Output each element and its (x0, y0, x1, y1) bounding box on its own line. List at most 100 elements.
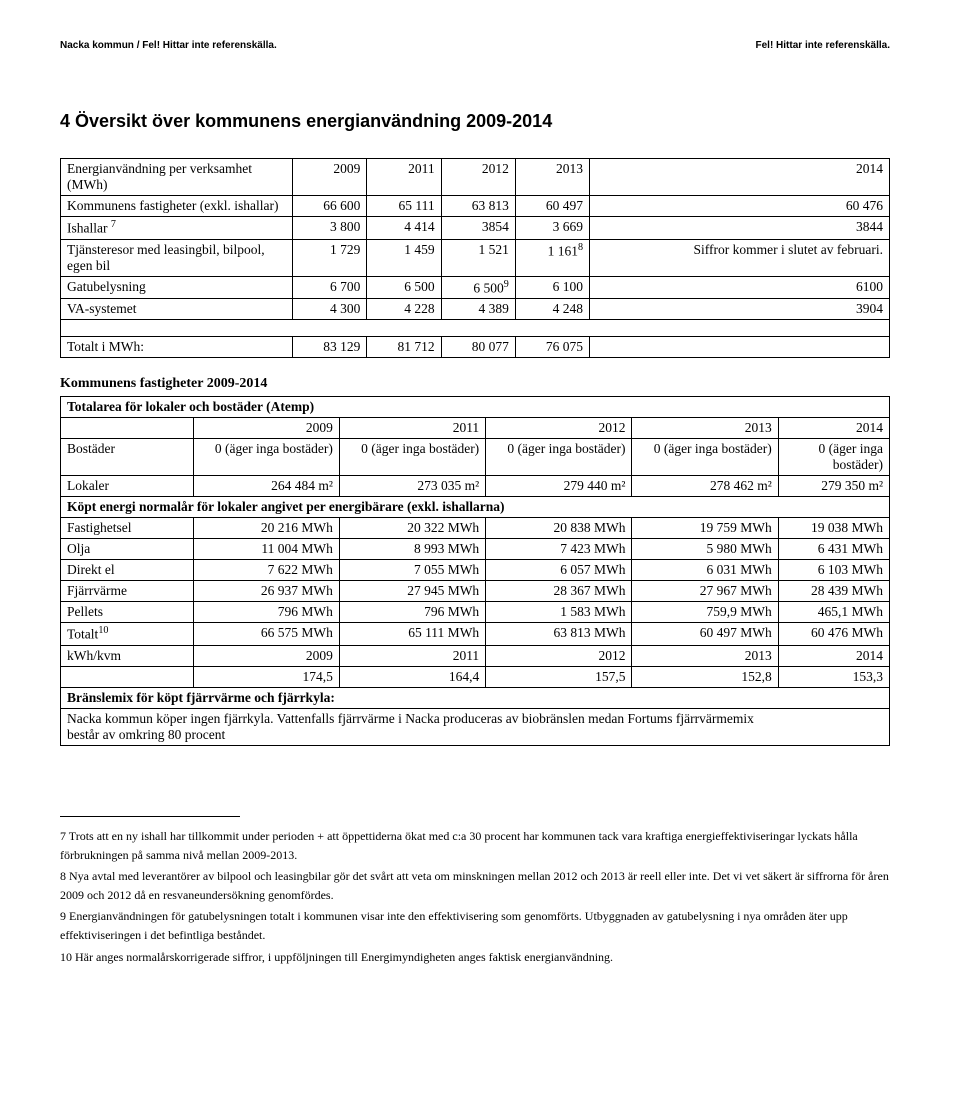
cell: 279 350 m² (778, 476, 889, 497)
block-title: Köpt energi normalår för lokaler angivet… (61, 497, 779, 518)
cell: 6 057 MWh (486, 560, 632, 581)
col-header: 2014 (590, 159, 890, 196)
cell: 28 367 MWh (486, 581, 632, 602)
table-row: Fastighetsel20 216 MWh20 322 MWh20 838 M… (61, 518, 890, 539)
cell: 0 (äger inga bostäder) (339, 439, 485, 476)
cell: 6 500 (367, 276, 441, 299)
cell: 3 669 (515, 217, 589, 240)
row-label: Direkt el (61, 560, 194, 581)
table-row: Pellets796 MWh796 MWh1 583 MWh759,9 MWh4… (61, 602, 890, 623)
cell: 66 575 MWh (193, 623, 339, 646)
cell: 6 700 (293, 276, 367, 299)
cell: 7 622 MWh (193, 560, 339, 581)
year-cell: 2013 (632, 418, 778, 439)
cell: 2014 (778, 645, 889, 666)
cell: 11 004 MWh (193, 539, 339, 560)
cell: 6 103 MWh (778, 560, 889, 581)
footnotes: 7 Trots att en ny ishall har tillkommit … (60, 816, 890, 967)
table-row: Bostäder 0 (äger inga bostäder) 0 (äger … (61, 439, 890, 476)
kwh-label: kWh/kvm (61, 645, 194, 666)
cell: 6 431 MWh (778, 539, 889, 560)
col-header: 2009 (293, 159, 367, 196)
cell: 28 439 MWh (778, 581, 889, 602)
section-title: 4 Översikt över kommunens energianvändni… (60, 111, 890, 132)
cell: 66 600 (293, 196, 367, 217)
footnote: 9 Energianvändningen för gatubelysningen… (60, 907, 890, 945)
year-cell: 2014 (778, 418, 889, 439)
cell: 174,5 (193, 666, 339, 687)
table-row: Gatubelysning6 7006 5006 50096 1006100 (61, 276, 890, 299)
subheading: Kommunens fastigheter 2009-2014 (60, 376, 890, 392)
cell: 4 248 (515, 299, 589, 320)
cell: 4 414 (367, 217, 441, 240)
cell: 0 (äger inga bostäder) (193, 439, 339, 476)
cell: 279 440 m² (486, 476, 632, 497)
cell: Siffror kommer i slutet av februari. (590, 239, 890, 276)
header-right: Fel! Hittar inte referenskälla. (756, 40, 891, 51)
cell: 27 945 MWh (339, 581, 485, 602)
totalt-row: Totalt10 66 575 MWh 65 111 MWh 63 813 MW… (61, 623, 890, 646)
cell: 152,8 (632, 666, 778, 687)
table-row: Kommunens fastigheter (exkl. ishallar)66… (61, 196, 890, 217)
cell: 264 484 m² (193, 476, 339, 497)
cell: 796 MWh (339, 602, 485, 623)
footnote: 7 Trots att en ny ishall har tillkommit … (60, 827, 890, 865)
year-cell: 2011 (339, 418, 485, 439)
year-cell: 2009 (193, 418, 339, 439)
col-header: 2013 (515, 159, 589, 196)
year-cell: 2012 (486, 418, 632, 439)
cell: 19 759 MWh (632, 518, 778, 539)
cell: 3854 (441, 217, 515, 240)
cell: 20 838 MWh (486, 518, 632, 539)
cell: 63 813 MWh (486, 623, 632, 646)
cell: 6100 (590, 276, 890, 299)
total-cell: 76 075 (515, 337, 589, 358)
block-title-row: Köpt energi normalår för lokaler angivet… (61, 497, 890, 518)
cell: 60 497 MWh (632, 623, 778, 646)
cell: 465,1 MWh (778, 602, 889, 623)
table-header-row: Energianvändning per verksamhet (MWh) 20… (61, 159, 890, 196)
total-cell: 81 712 (367, 337, 441, 358)
cell: 6 5009 (441, 276, 515, 299)
cell: 1 729 (293, 239, 367, 276)
footnote-rule (60, 816, 240, 817)
cell: 3 800 (293, 217, 367, 240)
cell: 65 111 MWh (339, 623, 485, 646)
cell: 2009 (193, 645, 339, 666)
cell: 26 937 MWh (193, 581, 339, 602)
cell: 0 (äger inga bostäder) (778, 439, 889, 476)
cell: 796 MWh (193, 602, 339, 623)
cell: 2013 (632, 645, 778, 666)
cell: 63 813 (441, 196, 515, 217)
block-title: Bränslemix för köpt fjärrvärme och fjärr… (61, 687, 890, 708)
cell: 65 111 (367, 196, 441, 217)
total-label: Totalt i MWh: (61, 337, 293, 358)
row-label: Lokaler (61, 476, 194, 497)
col-header: 2012 (441, 159, 515, 196)
cell: 6 100 (515, 276, 589, 299)
table-row: VA-systemet4 3004 2284 3894 2483904 (61, 299, 890, 320)
block-title-row: Totalarea för lokaler och bostäder (Atem… (61, 397, 890, 418)
kwh-header-row: kWh/kvm 2009 2011 2012 2013 2014 (61, 645, 890, 666)
cell: 157,5 (486, 666, 632, 687)
cell: 1 583 MWh (486, 602, 632, 623)
cell: 153,3 (778, 666, 889, 687)
table-row: Tjänsteresor med leasingbil, bilpool, eg… (61, 239, 890, 276)
cell: 6 031 MWh (632, 560, 778, 581)
cell: 20 216 MWh (193, 518, 339, 539)
kwh-values-row: 174,5 164,4 157,5 152,8 153,3 (61, 666, 890, 687)
block-title-row: Bränslemix för köpt fjärrvärme och fjärr… (61, 687, 890, 708)
cell: 1 459 (367, 239, 441, 276)
table-row: Direkt el7 622 MWh7 055 MWh6 057 MWh6 03… (61, 560, 890, 581)
table-row: Olja11 004 MWh8 993 MWh7 423 MWh5 980 MW… (61, 539, 890, 560)
row-label: Kommunens fastigheter (exkl. ishallar) (61, 196, 293, 217)
cell: 7 055 MWh (339, 560, 485, 581)
row-label: VA-systemet (61, 299, 293, 320)
cell: 20 322 MWh (339, 518, 485, 539)
cell: 2011 (339, 645, 485, 666)
cell: 8 993 MWh (339, 539, 485, 560)
properties-table: Totalarea för lokaler och bostäder (Atem… (60, 396, 890, 746)
cell: 0 (äger inga bostäder) (486, 439, 632, 476)
block-text-row: Nacka kommun köper ingen fjärrkyla. Vatt… (61, 708, 890, 745)
cell: 4 228 (367, 299, 441, 320)
